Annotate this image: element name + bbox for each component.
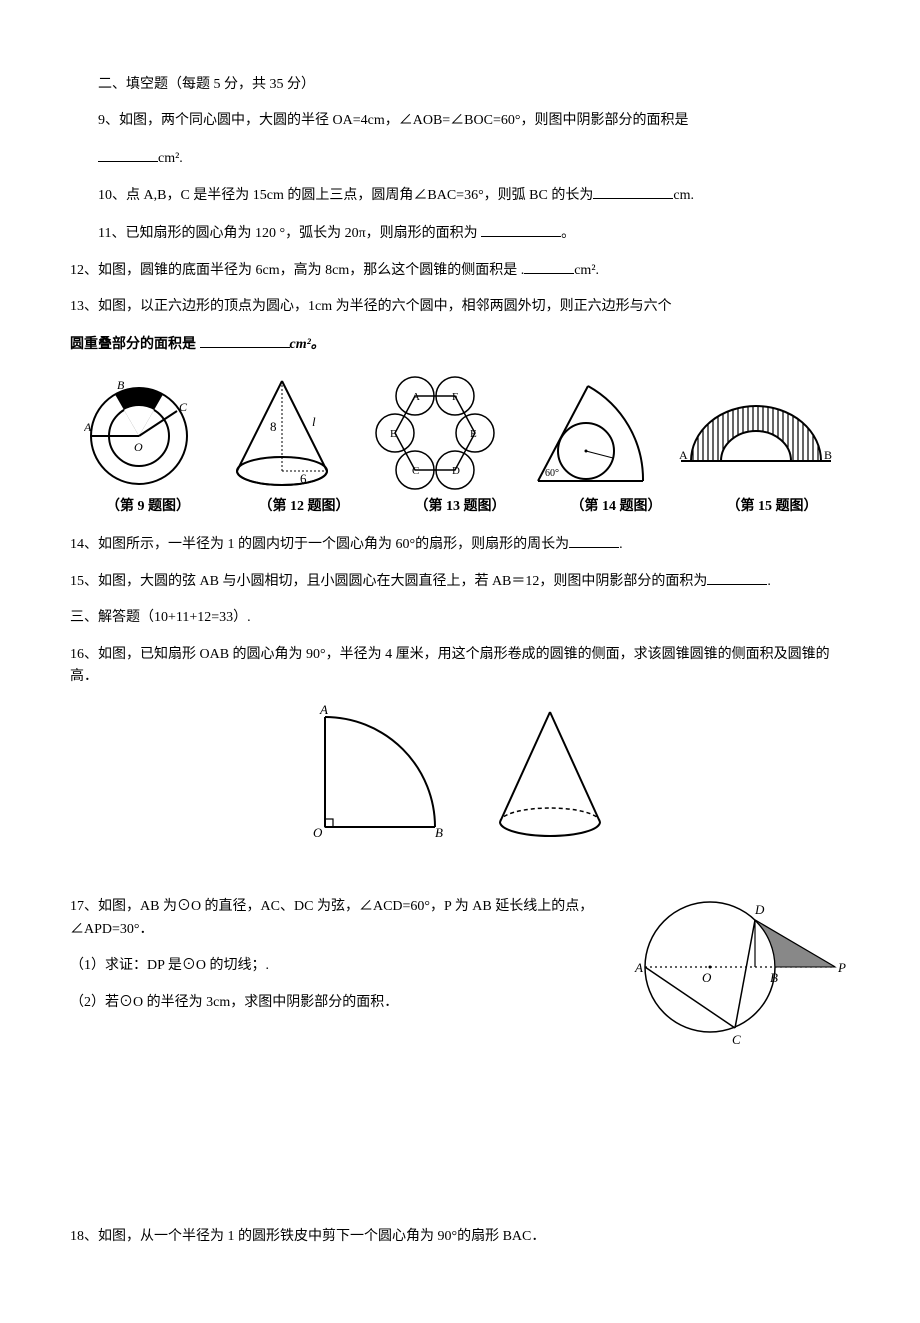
fig17-o: O: [702, 970, 712, 985]
question-13-line2: 圆重叠部分的面积是 cm²。: [70, 333, 850, 356]
fig13-c: C: [412, 465, 419, 477]
question-14: 14、如图所示，一半径为 1 的圆内切于一个圆心角为 60°的扇形，则扇形的周长…: [70, 533, 850, 556]
q17-figure: A O B P C D: [620, 882, 850, 1052]
q14-blank: [569, 533, 619, 548]
section3-title: 三、解答题（10+11+12=33）.: [70, 607, 850, 629]
caption-15: （第 15 题图）: [694, 496, 850, 518]
q17-line-a: 17、如图，AB 为⊙O 的直径，AC、DC 为弦，∠ACD=60°，P 为 A…: [70, 896, 600, 941]
figure-13: A F B E C D: [370, 376, 500, 491]
q16-cone: [485, 702, 615, 842]
q10-text: 10、点 A,B，C 是半径为 15cm 的圆上三点，圆周角∠BAC=36°，则…: [98, 188, 593, 203]
question-17-block: 17、如图，AB 为⊙O 的直径，AC、DC 为弦，∠ACD=60°，P 为 A…: [70, 882, 850, 1052]
fig15-a: A: [679, 448, 688, 462]
q9-blank-line: cm².: [70, 147, 850, 170]
question-11: 11、已知扇形的圆心角为 120 °，弧长为 20π，则扇形的面积为 。: [70, 222, 850, 245]
caption-12: （第 12 题图）: [226, 496, 382, 518]
caption-9: （第 9 题图）: [70, 496, 226, 518]
figure-9: B C O A: [84, 381, 194, 491]
q13-unit: cm²。: [290, 337, 325, 352]
q12-text: 12、如图，圆锥的底面半径为 6cm，高为 8cm，那么这个圆锥的侧面积是: [70, 263, 517, 278]
fig17-a: A: [634, 960, 643, 975]
fig17-p: P: [837, 960, 846, 975]
fig12-r: 6: [300, 471, 307, 486]
q16-figures: A O B: [70, 702, 850, 842]
fig16-o: O: [313, 825, 323, 840]
figure-row: B C O A 8 6 l A: [70, 371, 850, 491]
fig16-b: B: [435, 825, 443, 840]
fig17-d: D: [754, 902, 765, 917]
q10-unit: cm.: [673, 188, 694, 203]
q15-text: 15、如图，大圆的弦 AB 与小圆相切，且小圆圆心在大圆直径上，若 AB＝12，…: [70, 574, 707, 589]
section2-title: 二、填空题（每题 5 分，共 35 分）: [70, 74, 850, 96]
caption-13: （第 13 题图）: [382, 496, 538, 518]
caption-row: （第 9 题图） （第 12 题图） （第 13 题图） （第 14 题图） （…: [70, 496, 850, 518]
q17-line-c: （2）若⊙O 的半径为 3cm，求图中阴影部分的面积．: [70, 992, 600, 1014]
q9-unit: cm².: [158, 151, 183, 166]
question-16: 16、如图，已知扇形 OAB 的圆心角为 90°，半径为 4 厘米，用这个扇形卷…: [70, 644, 850, 689]
figure-15: A B: [676, 391, 836, 491]
fig13-b: B: [390, 428, 397, 440]
q12-unit: cm².: [574, 263, 599, 278]
fig9-label-c: C: [179, 400, 188, 414]
fig9-label-b: B: [117, 381, 125, 392]
fig14-angle: 60°: [545, 468, 559, 479]
q12-blank: [524, 259, 574, 274]
q10-blank: [593, 184, 673, 199]
fig12-h: 8: [270, 419, 277, 434]
fig17-c: C: [732, 1032, 741, 1047]
figure-14: 60°: [528, 376, 648, 491]
q14-text: 14、如图所示，一半径为 1 的圆内切于一个圆心角为 60°的扇形，则扇形的周长…: [70, 537, 569, 552]
q11-blank: [481, 222, 561, 237]
q11-text: 11、已知扇形的圆心角为 120 °，弧长为 20π，则扇形的面积为: [98, 226, 481, 241]
spacer: [70, 1052, 850, 1212]
fig13-f: F: [452, 391, 458, 403]
q13-text: 13、如图，以正六边形的顶点为圆心，1cm 为半径的六个圆中，相邻两圆外切，则正…: [70, 299, 672, 314]
question-10: 10、点 A,B，C 是半径为 15cm 的圆上三点，圆周角∠BAC=36°，则…: [70, 184, 850, 207]
question-12: 12、如图，圆锥的底面半径为 6cm，高为 8cm，那么这个圆锥的侧面积是 .c…: [70, 259, 850, 282]
fig13-d: D: [452, 465, 460, 477]
question-15: 15、如图，大圆的弦 AB 与小圆相切，且小圆圆心在大圆直径上，若 AB＝12，…: [70, 570, 850, 593]
section3-title-text: 三、解答题（10+11+12=33）.: [70, 610, 251, 625]
fig15-b: B: [824, 448, 832, 462]
q15-end: .: [767, 574, 771, 589]
figure-12: 8 6 l: [222, 371, 342, 491]
q9-text: 9、如图，两个同心圆中，大圆的半径 OA=4cm，∠AOB=∠BOC=60°，则…: [98, 113, 688, 128]
q13-line2: 圆重叠部分的面积是: [70, 337, 200, 352]
q16-sector: A O B: [305, 702, 455, 842]
q11-end: 。: [561, 226, 575, 241]
q15-blank: [707, 570, 767, 585]
q14-end: .: [619, 537, 623, 552]
fig16-a: A: [319, 702, 328, 717]
q9-blank: [98, 147, 158, 162]
fig9-label-a: A: [84, 420, 92, 434]
fig13-e: E: [470, 428, 477, 440]
fig9-label-o: O: [134, 440, 143, 454]
fig17-b: B: [770, 970, 778, 985]
fig13-a: A: [412, 391, 420, 403]
caption-14: （第 14 题图）: [538, 496, 694, 518]
fig12-l: l: [312, 414, 316, 429]
q13-blank: [200, 333, 290, 348]
question-9: 9、如图，两个同心圆中，大圆的半径 OA=4cm，∠AOB=∠BOC=60°，则…: [70, 110, 850, 132]
q17-line-b: （1）求证：DP 是⊙O 的切线；.: [70, 955, 600, 977]
question-13: 13、如图，以正六边形的顶点为圆心，1cm 为半径的六个圆中，相邻两圆外切，则正…: [70, 296, 850, 318]
question-18: 18、如图，从一个半径为 1 的圆形铁皮中剪下一个圆心角为 90°的扇形 BAC…: [70, 1226, 850, 1248]
